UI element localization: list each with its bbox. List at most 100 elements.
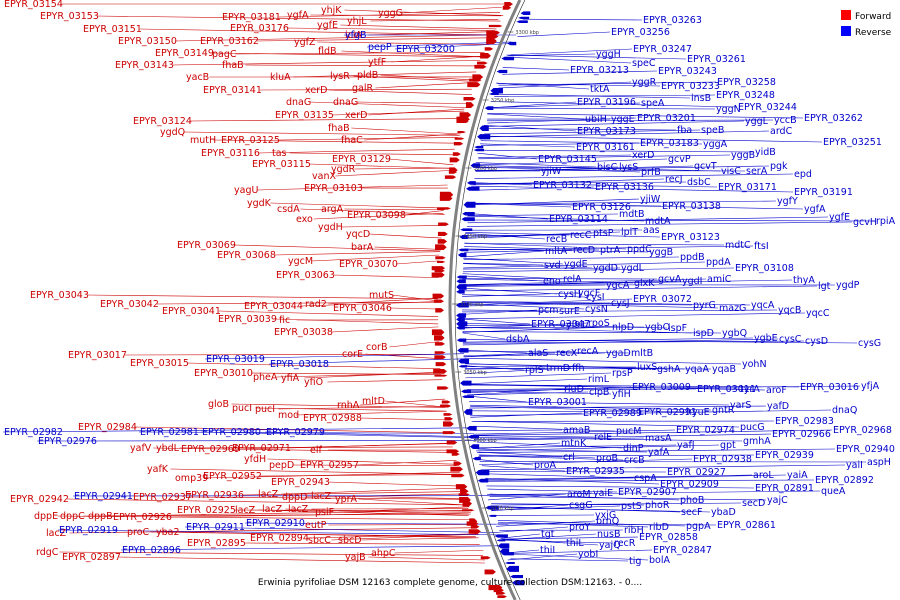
reverse-gene-label: EPYR_03233 [661, 81, 720, 92]
reverse-gene-label: EPYR_03108 [735, 263, 794, 274]
leader-line [477, 152, 538, 160]
reverse-gene-label: EPYR_03261 [687, 54, 746, 65]
reverse-gene-label: trmD [546, 363, 570, 374]
forward-gene-feature [435, 256, 446, 260]
reverse-gene-label: cysN [585, 304, 608, 315]
forward-gene-label: EPYR_03098 [347, 210, 406, 221]
reverse-gene-label: EPYR_03173 [577, 126, 636, 137]
forward-gene-label: EPYR_02942 [10, 494, 69, 505]
reverse-gene-label: EPYR_03123 [661, 232, 720, 243]
forward-gene-label: EPYR_03154 [4, 0, 63, 10]
forward-gene-label: ygdK [247, 198, 272, 209]
reverse-gene-label: aroL [753, 470, 774, 481]
forward-gene-label: fhaB [222, 60, 244, 71]
reverse-gene-label: mltB [631, 348, 653, 359]
forward-gene-feature [442, 421, 454, 427]
leader-line [134, 426, 449, 434]
forward-gene-label: yafV [130, 443, 152, 454]
forward-gene-label: ygdQ [160, 127, 185, 138]
leader-line [394, 43, 511, 50]
scale-tick-label: 3100 kbp [460, 302, 484, 308]
leader-line [465, 234, 570, 236]
forward-gene-label: corB [366, 342, 387, 353]
forward-gene-label: EPYR_02937 [133, 492, 192, 503]
reverse-gene-feature [479, 125, 489, 132]
reverse-gene-feature [470, 163, 481, 168]
leader-line [344, 208, 445, 211]
leader-line [309, 101, 469, 109]
leader-line [403, 210, 444, 216]
forward-gene-feature [435, 308, 445, 313]
reverse-gene-feature [456, 289, 465, 294]
forward-gene-label: pepD [269, 460, 294, 471]
forward-gene-feature [470, 524, 480, 529]
reverse-gene-label: EPYR_03251 [823, 137, 882, 148]
forward-gene-label: lacZ [258, 489, 279, 500]
leader-line [467, 216, 829, 224]
leader-line [389, 307, 439, 310]
forward-gene-feature [454, 137, 465, 140]
reverse-gene-label: bisC [597, 162, 618, 173]
forward-gene-label: lacZ [46, 528, 67, 539]
reverse-gene-label: EPYR_02980 [202, 427, 261, 438]
reverse-gene-label: secD [742, 498, 765, 509]
leader-line [300, 301, 439, 307]
leader-line [289, 152, 455, 156]
leader-line [462, 322, 668, 329]
leader-line [506, 549, 653, 554]
leader-line [467, 388, 697, 391]
leader-line [341, 225, 443, 228]
forward-gene-label: dnaG [333, 97, 358, 108]
leader-line [506, 54, 687, 60]
leader-line [360, 398, 446, 406]
reverse-gene-label: yaiI [846, 460, 863, 471]
scale-tick-label: 2950 kbp [490, 506, 514, 512]
leader-line [489, 107, 716, 110]
leader-line [462, 287, 558, 295]
leader-line [278, 406, 446, 410]
reverse-gene-label: yohN [742, 359, 767, 370]
leader-line [189, 496, 465, 500]
reverse-gene-label: EPYR_03248 [716, 90, 775, 101]
reverse-gene-label: lgt [818, 281, 831, 292]
leader-line [57, 515, 471, 521]
leader-line [203, 472, 460, 479]
leader-line [481, 465, 566, 472]
reverse-gene-label: mdtB [619, 209, 645, 220]
leader-line [474, 165, 721, 172]
reverse-gene-label: EPYR_03132 [533, 180, 592, 191]
reverse-gene-label: ybaD [711, 507, 736, 518]
forward-gene-feature [459, 112, 472, 118]
reverse-gene-label: EPYR_03196 [577, 97, 636, 108]
leader-line [331, 533, 479, 541]
forward-gene-feature [455, 484, 468, 490]
reverse-gene-feature [507, 41, 517, 46]
leader-line [462, 284, 606, 287]
leader-line [213, 139, 458, 144]
leader-line [502, 70, 658, 75]
reverse-gene-label: EPYR_02927 [667, 467, 726, 478]
leader-line [465, 378, 588, 385]
reverse-gene-label: visC [721, 166, 741, 177]
scale-ticks: 3300 kbp 3250 kbp 3200 kbp 3150 kbp 3100 kbp… [452, 30, 539, 512]
reverse-gene-label: yaiE [593, 488, 613, 499]
leader-line [233, 244, 441, 252]
scale-tick-label: 3300 kbp [515, 30, 539, 36]
leader-line [501, 536, 639, 540]
leader-line [465, 232, 661, 238]
reverse-gene-label: EPYR_02979 [266, 427, 325, 438]
forward-gene-label: xerD [305, 85, 327, 96]
forward-gene-feature [443, 413, 453, 416]
leader-line [494, 94, 716, 98]
leader-line [334, 495, 465, 500]
forward-gene-label: EPYR_03010 [194, 368, 253, 379]
reverse-gene-label: yobI [578, 549, 598, 560]
reverse-gene-label: EPYR_03201 [637, 113, 696, 124]
leader-line [491, 503, 645, 506]
reverse-gene-feature [512, 580, 525, 586]
reverse-gene-label: EPYR_03126 [572, 202, 631, 213]
reverse-gene-label: yggN [716, 104, 741, 115]
forward-gene-label: ygfA [287, 10, 309, 21]
reverse-gene-feature [458, 365, 468, 368]
forward-gene-label: EPYR_03181 [222, 12, 281, 23]
